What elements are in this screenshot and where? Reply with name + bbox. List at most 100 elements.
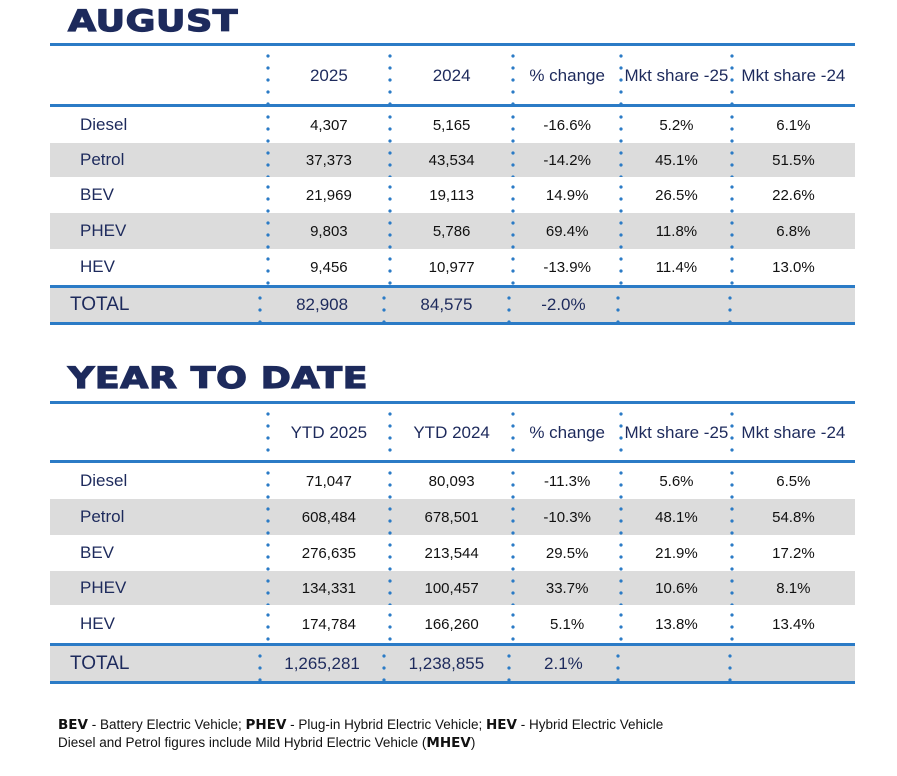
row-label: HEV — [80, 257, 115, 276]
table-cell: 45.1% — [619, 143, 732, 177]
table-cell: Mkt share -24 — [729, 404, 855, 460]
table-cell: 2025 — [265, 46, 390, 104]
section-title-august: AUGUST — [67, 3, 239, 38]
footnote-mhev: MHEV — [426, 735, 471, 751]
table-row: BEV 276,635 213,544 29.5% 21.9% 17.2% — [50, 535, 855, 571]
table-total-row: TOTAL 82,908 84,575 -2.0% — [50, 285, 855, 325]
table-cell: 166,260 — [387, 605, 513, 643]
table-cell: 11.8% — [619, 213, 732, 249]
table-cell: 8.1% — [729, 571, 855, 605]
row-label: PHEV — [80, 578, 127, 597]
table-cell: -2.0% — [506, 288, 618, 322]
table-cell: 2.1% — [506, 646, 618, 681]
table-cell: 80,093 — [387, 463, 513, 499]
table-cell: YTD 2025 — [265, 404, 390, 460]
table-cell: 14.9% — [511, 177, 621, 213]
table-cell: Mkt share -25 — [619, 404, 732, 460]
table-cell: 21.9% — [619, 535, 732, 571]
table-cell — [616, 646, 730, 681]
table-cell: 13.8% — [619, 605, 732, 643]
table-header-row: YTD 2025 YTD 2024% change Mkt share -25 Mkt… — [50, 404, 855, 463]
table-cell: 48.1% — [619, 499, 732, 535]
footnote-hev: HEV — [485, 717, 517, 733]
table-cell: Mkt share -25 — [619, 46, 732, 104]
row-label: Diesel — [80, 115, 128, 134]
table-cell: -10.3% — [511, 499, 621, 535]
table-cell: 9,456 — [265, 249, 390, 285]
row-label: TOTAL — [70, 294, 130, 315]
table-cell: % change — [511, 46, 621, 104]
table-cell: 13.0% — [729, 249, 855, 285]
table-cell: 5.1% — [511, 605, 621, 643]
table-cell: 5,165 — [387, 107, 513, 143]
table-cell: 1,265,281 — [258, 646, 384, 681]
table-cell: 71,047 — [265, 463, 390, 499]
table-cell: 10,977 — [387, 249, 513, 285]
table-cell: 10.6% — [619, 571, 732, 605]
table-row: HEV 174,784 166,260 5.1% 13.8% 13.4% — [50, 605, 855, 643]
table-row: Diesel 4,307 5,165 -16.6% 5.2% 6.1% — [50, 107, 855, 143]
table-cell: 33.7% — [511, 571, 621, 605]
table-cell: 37,373 — [265, 143, 390, 177]
table-row: HEV 9,456 10,977 -13.9% 11.4% 13.0% — [50, 249, 855, 285]
table-cell: 21,969 — [265, 177, 390, 213]
table-cell: 84,575 — [382, 288, 509, 322]
row-label: PHEV — [80, 221, 127, 240]
table-cell: 6.5% — [729, 463, 855, 499]
row-label: Petrol — [80, 507, 125, 526]
table-cell: -14.2% — [511, 143, 621, 177]
row-label: BEV — [80, 543, 115, 562]
table-cell: 82,908 — [258, 288, 384, 322]
footnote-text: - Battery Electric Vehicle; — [87, 717, 246, 732]
table-cell: 43,534 — [387, 143, 513, 177]
table-cell — [728, 646, 855, 681]
table-cell: 2024 — [387, 46, 513, 104]
table-cell: % change — [511, 404, 621, 460]
table-cell — [728, 288, 855, 322]
footnote-text: Diesel and Petrol figures include Mild H… — [58, 735, 427, 750]
footnote: BEV - Battery Electric Vehicle; PHEV - P… — [58, 716, 663, 752]
table-cell: 276,635 — [265, 535, 390, 571]
table-row: Petrol 608,484 678,501 -10.3% 48.1% 54.8% — [50, 499, 855, 535]
table-cell: 54.8% — [729, 499, 855, 535]
ytd-table: YTD 2025 YTD 2024% change Mkt share -25 Mkt… — [50, 401, 855, 684]
table-cell: 174,784 — [265, 605, 390, 643]
table-cell: 213,544 — [387, 535, 513, 571]
table-cell: 100,457 — [387, 571, 513, 605]
table-cell: 6.8% — [729, 213, 855, 249]
row-label: BEV — [80, 185, 115, 204]
table-cell: 13.4% — [729, 605, 855, 643]
table-cell: 26.5% — [619, 177, 732, 213]
section-title-ytd: YEAR TO DATE — [67, 360, 369, 395]
table-cell: 678,501 — [387, 499, 513, 535]
table-row: PHEV 134,331 100,457 33.7% 10.6% 8.1% — [50, 571, 855, 605]
table-cell: 5.2% — [619, 107, 732, 143]
footnote-text: ) — [470, 735, 476, 750]
table-cell: 51.5% — [729, 143, 855, 177]
table-cell: 134,331 — [265, 571, 390, 605]
table-cell: 4,307 — [265, 107, 390, 143]
table-cell: -11.3% — [511, 463, 621, 499]
table-cell: 5.6% — [619, 463, 732, 499]
table-cell: 29.5% — [511, 535, 621, 571]
table-cell: 69.4% — [511, 213, 621, 249]
footnote-text: - Plug-in Hybrid Electric Vehicle; — [286, 717, 486, 732]
august-table: 2025 2024% change Mkt share -25 Mkt share -… — [50, 43, 855, 325]
footnote-text: - Hybrid Electric Vehicle — [516, 717, 664, 732]
row-label: Diesel — [80, 471, 128, 490]
table-row: Diesel 71,047 80,093 -11.3% 5.6% 6.5% — [50, 463, 855, 499]
table-cell: 11.4% — [619, 249, 732, 285]
table-cell: -16.6% — [511, 107, 621, 143]
table-cell: 9,803 — [265, 213, 390, 249]
table-header-row: 2025 2024% change Mkt share -25 Mkt share -… — [50, 46, 855, 107]
table-row: Petrol 37,373 43,534 -14.2% 45.1% 51.5% — [50, 143, 855, 177]
table-cell: 6.1% — [729, 107, 855, 143]
row-label: TOTAL — [70, 652, 130, 674]
table-cell: -13.9% — [511, 249, 621, 285]
table-cell: 608,484 — [265, 499, 390, 535]
row-label: HEV — [80, 614, 115, 633]
table-cell — [616, 288, 730, 322]
table-cell: 1,238,855 — [382, 646, 509, 681]
row-label: Petrol — [80, 150, 125, 169]
row-label — [50, 404, 268, 460]
